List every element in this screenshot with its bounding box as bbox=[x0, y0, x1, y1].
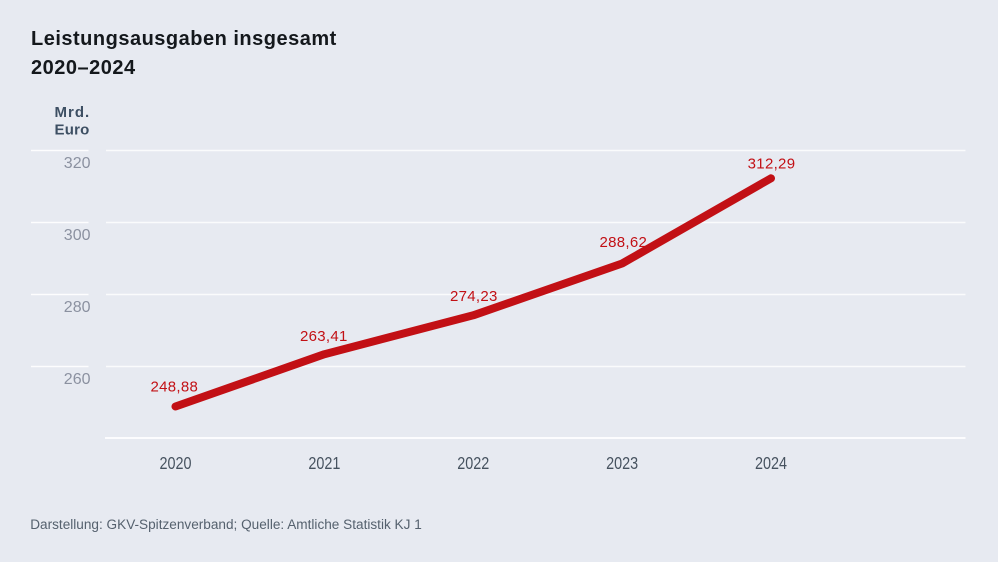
svg-text:2022: 2022 bbox=[457, 454, 489, 474]
svg-text:300: 300 bbox=[64, 227, 91, 244]
svg-text:263,41: 263,41 bbox=[300, 328, 348, 345]
svg-text:288,62: 288,62 bbox=[599, 234, 647, 251]
svg-text:2023: 2023 bbox=[606, 454, 638, 474]
svg-text:Leistungsausgaben insgesamt: Leistungsausgaben insgesamt bbox=[31, 28, 337, 50]
svg-text:248,88: 248,88 bbox=[150, 378, 198, 395]
svg-text:274,23: 274,23 bbox=[450, 288, 498, 305]
svg-text:2024: 2024 bbox=[755, 454, 787, 474]
svg-text:Darstellung: GKV-Spitzenverban: Darstellung: GKV-Spitzenverband; Quelle:… bbox=[30, 517, 422, 532]
svg-text:Mrd.: Mrd. bbox=[55, 104, 91, 121]
svg-text:280: 280 bbox=[64, 299, 91, 316]
svg-text:2021: 2021 bbox=[308, 454, 340, 474]
svg-text:320: 320 bbox=[64, 155, 91, 172]
svg-text:Euro: Euro bbox=[55, 122, 90, 139]
svg-text:2020–2024: 2020–2024 bbox=[31, 57, 136, 79]
svg-text:2020: 2020 bbox=[159, 454, 191, 474]
svg-text:312,29: 312,29 bbox=[748, 156, 796, 173]
svg-text:260: 260 bbox=[64, 371, 91, 388]
